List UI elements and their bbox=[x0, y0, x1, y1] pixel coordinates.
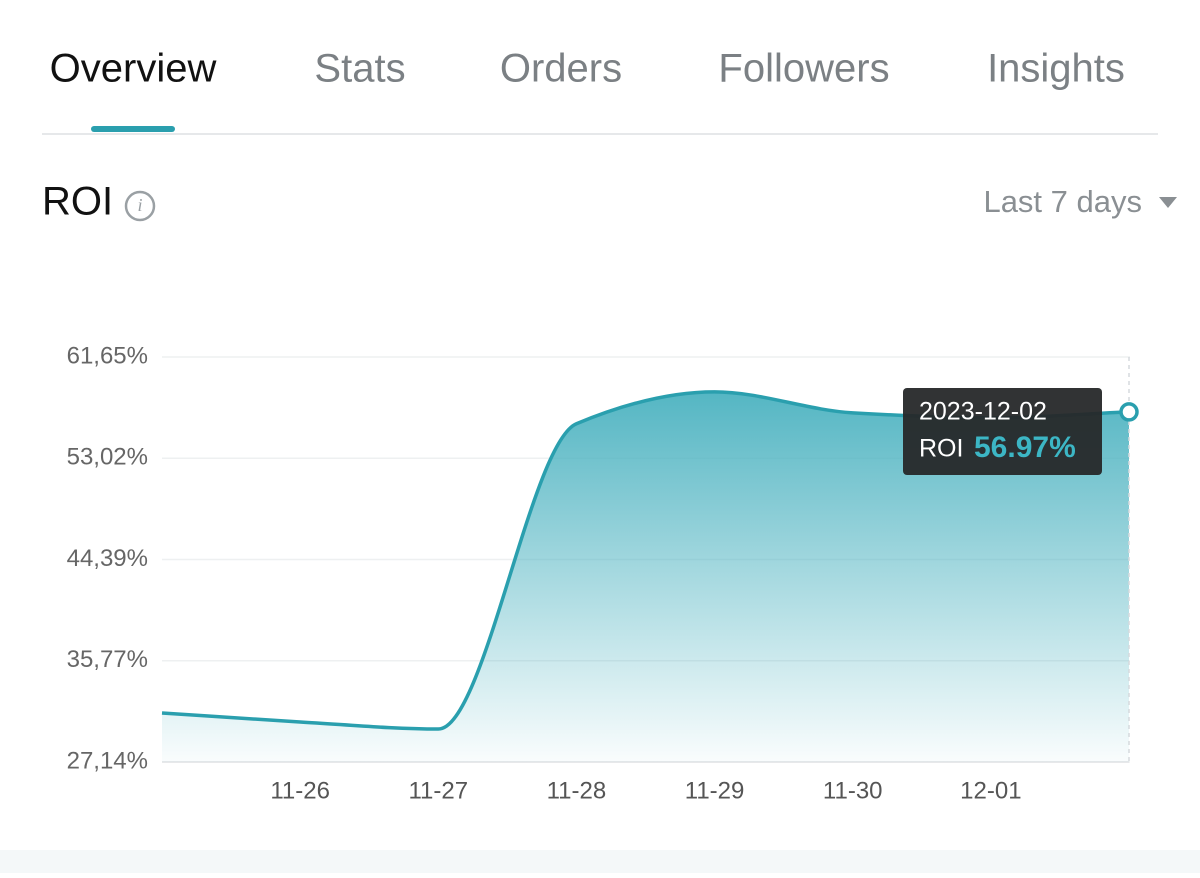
tab[interactable]: Insights bbox=[987, 47, 1125, 91]
x-tick-label: 11-28 bbox=[547, 777, 607, 804]
tab-bar: Overview Stats Orders Followers Insights bbox=[50, 47, 1125, 132]
tooltip-box bbox=[903, 388, 1102, 475]
x-tick-label: 11-30 bbox=[823, 777, 883, 804]
tab[interactable]: Orders bbox=[500, 47, 622, 91]
x-tick-label: 11-27 bbox=[408, 777, 468, 804]
info-icon[interactable]: i bbox=[124, 190, 156, 222]
section-title: ROI bbox=[42, 180, 113, 224]
y-tick-label: 44,39% bbox=[67, 545, 148, 572]
tab[interactable]: Stats bbox=[314, 47, 405, 91]
bottom-strip bbox=[0, 850, 1200, 873]
svg-text:i: i bbox=[137, 195, 142, 215]
x-tick-label: 11-26 bbox=[270, 777, 330, 804]
y-tick-label: 35,77% bbox=[67, 646, 148, 673]
y-tick-label: 27,14% bbox=[67, 747, 148, 774]
tooltip-value: 56.97% bbox=[974, 431, 1076, 464]
chart: 27,14% 35,77% 44,39% 53,02% 61,65% 11-26 11-27… bbox=[67, 342, 1139, 804]
tooltip: 2023-12-02 ROI 56.97% bbox=[903, 388, 1102, 475]
tooltip-date: 2023-12-02 bbox=[919, 398, 1047, 426]
range-selector[interactable]: Last 7 days bbox=[983, 184, 1142, 219]
tab[interactable]: Overview bbox=[50, 47, 217, 91]
hover-point bbox=[1119, 402, 1139, 422]
tab-indicator bbox=[91, 126, 175, 132]
y-tick-label: 61,65% bbox=[67, 342, 148, 369]
tab[interactable]: Followers bbox=[718, 47, 889, 91]
dropdown-arrow[interactable] bbox=[1159, 197, 1177, 208]
x-tick-label: 11-29 bbox=[685, 777, 745, 804]
y-tick-label: 53,02% bbox=[67, 444, 148, 471]
area-fill bbox=[162, 391, 1129, 762]
x-tick-label: 12-01 bbox=[960, 777, 1021, 804]
tooltip-series: ROI bbox=[919, 435, 963, 463]
